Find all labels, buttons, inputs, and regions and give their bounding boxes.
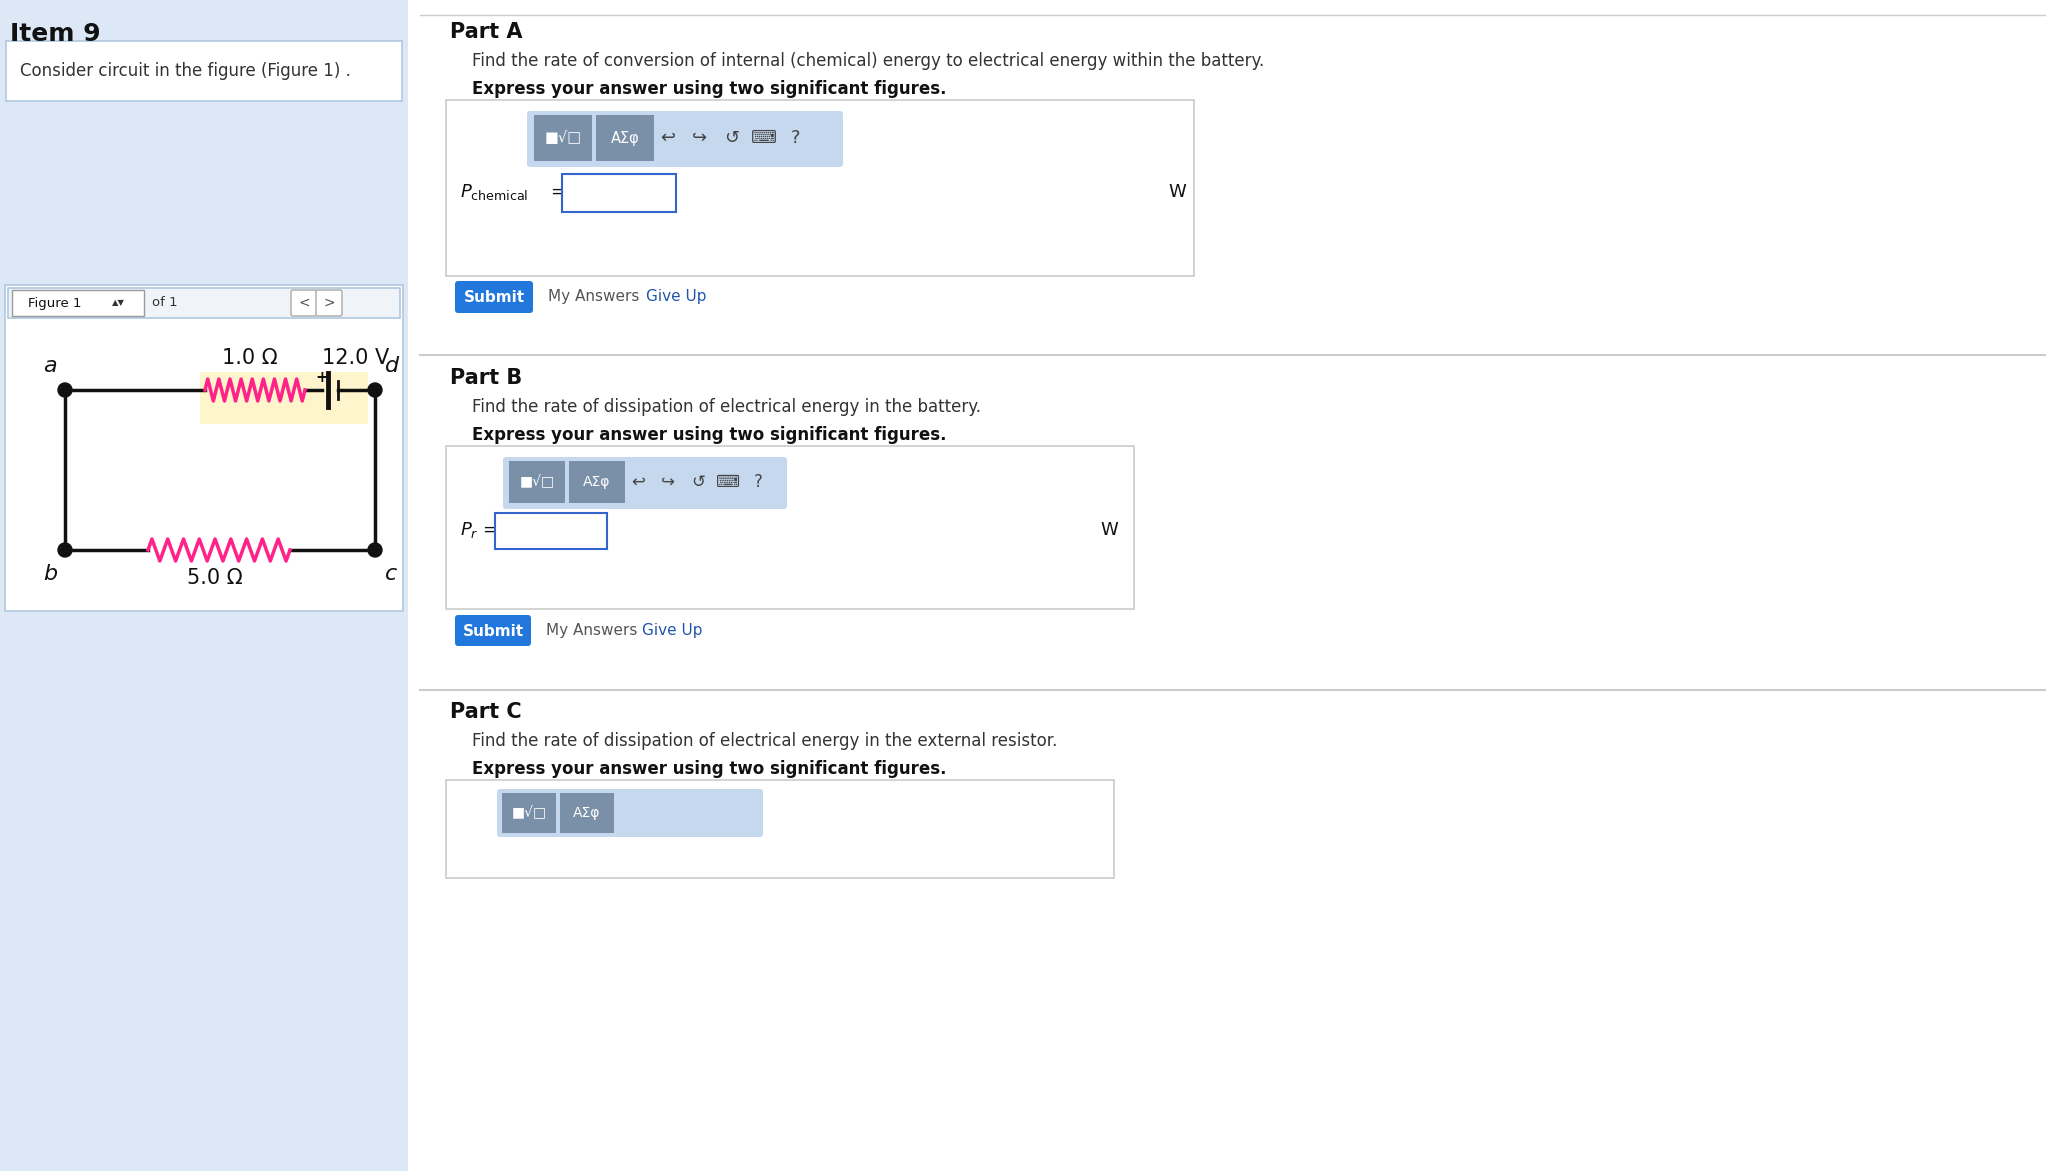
FancyBboxPatch shape xyxy=(315,290,342,316)
Text: Part A: Part A xyxy=(450,22,522,42)
FancyBboxPatch shape xyxy=(6,41,401,101)
FancyBboxPatch shape xyxy=(595,115,655,160)
FancyBboxPatch shape xyxy=(12,290,143,316)
Text: ■√□: ■√□ xyxy=(512,806,546,820)
FancyBboxPatch shape xyxy=(501,793,557,833)
Text: +: + xyxy=(315,370,327,384)
Text: of 1: of 1 xyxy=(151,296,178,309)
Text: ↺: ↺ xyxy=(692,473,706,491)
Text: $P_r$: $P_r$ xyxy=(460,520,479,540)
Text: ▲▼: ▲▼ xyxy=(110,299,125,308)
Text: ↪: ↪ xyxy=(661,473,675,491)
Text: <: < xyxy=(299,296,309,310)
Text: 5.0 Ω: 5.0 Ω xyxy=(186,568,243,588)
Text: >: > xyxy=(323,296,336,310)
Text: Express your answer using two significant figures.: Express your answer using two significan… xyxy=(473,80,947,98)
Text: Express your answer using two significant figures.: Express your answer using two significan… xyxy=(473,760,947,778)
Circle shape xyxy=(368,543,383,557)
Text: =: = xyxy=(483,521,497,539)
Text: AΣφ: AΣφ xyxy=(583,475,610,489)
Text: ■√□: ■√□ xyxy=(520,475,554,489)
FancyBboxPatch shape xyxy=(509,461,565,504)
Text: Item 9: Item 9 xyxy=(10,22,100,46)
FancyBboxPatch shape xyxy=(534,115,591,160)
Text: AΣφ: AΣφ xyxy=(610,130,638,145)
Text: ↺: ↺ xyxy=(724,129,739,148)
FancyBboxPatch shape xyxy=(446,780,1113,878)
FancyBboxPatch shape xyxy=(446,100,1195,276)
Text: =: = xyxy=(550,183,565,201)
Text: $P_{\rm chemical}$: $P_{\rm chemical}$ xyxy=(460,182,528,203)
Text: ↪: ↪ xyxy=(692,129,708,148)
FancyBboxPatch shape xyxy=(454,615,532,646)
Text: Submit: Submit xyxy=(462,623,524,638)
Text: Consider circuit in the figure (Figure 1) .: Consider circuit in the figure (Figure 1… xyxy=(20,62,350,80)
Text: W: W xyxy=(1168,183,1187,201)
Bar xyxy=(201,372,368,424)
Text: My Answers: My Answers xyxy=(546,623,638,638)
Text: ?: ? xyxy=(753,473,763,491)
Text: Find the rate of conversion of internal (chemical) energy to electrical energy w: Find the rate of conversion of internal … xyxy=(473,52,1264,70)
Text: Submit: Submit xyxy=(464,289,524,304)
Bar xyxy=(0,0,407,1171)
Text: 1.0 Ω: 1.0 Ω xyxy=(223,348,278,368)
Text: Part C: Part C xyxy=(450,701,522,723)
FancyBboxPatch shape xyxy=(569,461,624,504)
Text: ■√□: ■√□ xyxy=(544,130,581,145)
Text: Express your answer using two significant figures.: Express your answer using two significan… xyxy=(473,426,947,444)
Text: AΣφ: AΣφ xyxy=(573,806,602,820)
Circle shape xyxy=(57,383,72,397)
Text: c: c xyxy=(385,564,397,584)
Circle shape xyxy=(57,543,72,557)
Text: Find the rate of dissipation of electrical energy in the external resistor.: Find the rate of dissipation of electric… xyxy=(473,732,1058,749)
Text: ↩: ↩ xyxy=(661,129,675,148)
Text: ?: ? xyxy=(792,129,800,148)
Bar xyxy=(407,0,2046,1171)
Text: ⌨: ⌨ xyxy=(751,129,777,148)
Text: b: b xyxy=(43,564,57,584)
FancyBboxPatch shape xyxy=(503,457,788,509)
Text: d: d xyxy=(385,356,399,376)
Text: My Answers: My Answers xyxy=(548,289,638,304)
Text: Give Up: Give Up xyxy=(642,623,702,638)
FancyBboxPatch shape xyxy=(4,285,403,611)
FancyBboxPatch shape xyxy=(561,793,614,833)
FancyBboxPatch shape xyxy=(446,446,1133,609)
Text: Give Up: Give Up xyxy=(647,289,706,304)
Bar xyxy=(8,288,401,319)
Text: Part B: Part B xyxy=(450,368,522,388)
Circle shape xyxy=(368,383,383,397)
Text: ⌨: ⌨ xyxy=(716,473,741,491)
FancyBboxPatch shape xyxy=(497,789,763,837)
Text: Find the rate of dissipation of electrical energy in the battery.: Find the rate of dissipation of electric… xyxy=(473,398,980,416)
Text: 12.0 V: 12.0 V xyxy=(321,348,389,368)
Text: W: W xyxy=(1101,521,1117,539)
FancyBboxPatch shape xyxy=(291,290,317,316)
Text: a: a xyxy=(43,356,57,376)
FancyBboxPatch shape xyxy=(454,281,534,313)
FancyBboxPatch shape xyxy=(495,513,608,549)
Text: ↩: ↩ xyxy=(630,473,644,491)
Text: Figure 1: Figure 1 xyxy=(29,296,82,309)
FancyBboxPatch shape xyxy=(563,174,675,212)
FancyBboxPatch shape xyxy=(528,111,843,167)
